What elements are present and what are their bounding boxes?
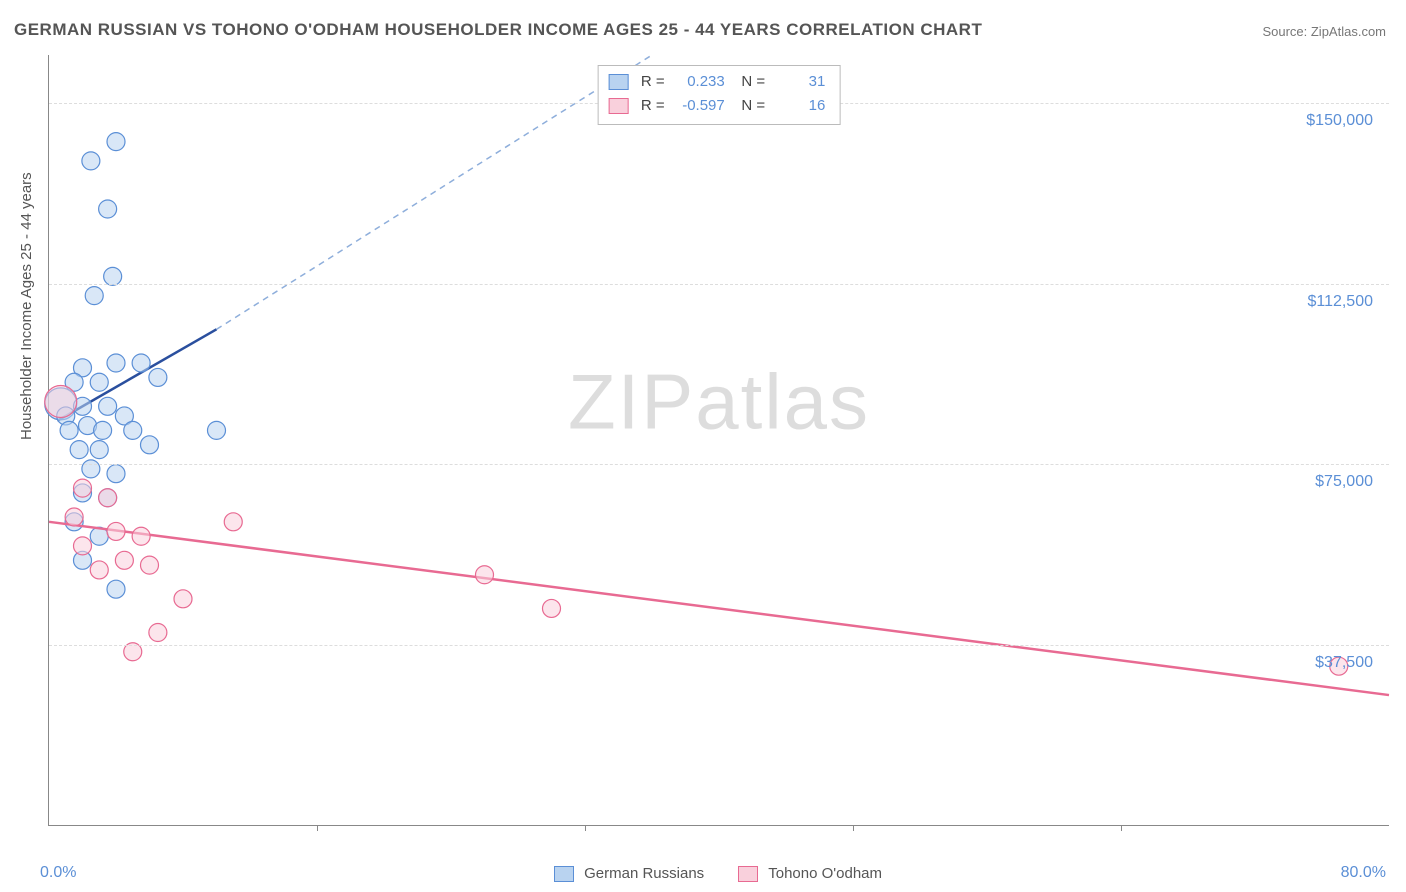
legend-swatch-blue-icon: [554, 866, 574, 882]
data-point: [107, 465, 125, 483]
n-value-tohono: 16: [769, 94, 825, 118]
plot-area: ZIPatlas R = 0.233 N = 31 R = -0.597 N =…: [48, 55, 1389, 826]
data-point: [124, 421, 142, 439]
swatch-blue-icon: [609, 74, 629, 90]
data-point: [99, 200, 117, 218]
y-tick-label: $150,000: [1306, 112, 1373, 130]
data-point: [174, 590, 192, 608]
data-point: [149, 624, 167, 642]
data-point: [149, 368, 167, 386]
x-tick: [317, 825, 318, 831]
source-label: Source: ZipAtlas.com: [1262, 24, 1386, 39]
corr-row-german: R = 0.233 N = 31: [609, 70, 826, 94]
chart-container: GERMAN RUSSIAN VS TOHONO O'ODHAM HOUSEHO…: [0, 0, 1406, 892]
x-tick: [853, 825, 854, 831]
data-point: [208, 421, 226, 439]
data-point: [107, 133, 125, 151]
chart-title: GERMAN RUSSIAN VS TOHONO O'ODHAM HOUSEHO…: [14, 20, 982, 40]
data-point: [82, 460, 100, 478]
data-point: [132, 527, 150, 545]
data-point: [90, 373, 108, 391]
data-point: [94, 421, 112, 439]
data-point: [85, 287, 103, 305]
gridline: [49, 645, 1389, 646]
data-point: [107, 522, 125, 540]
data-point: [107, 580, 125, 598]
correlation-legend: R = 0.233 N = 31 R = -0.597 N = 16: [598, 65, 841, 125]
data-point: [65, 508, 83, 526]
x-tick: [585, 825, 586, 831]
data-point: [107, 354, 125, 372]
data-point: [60, 421, 78, 439]
trend-line: [49, 522, 1389, 695]
data-point: [74, 479, 92, 497]
data-point: [476, 566, 494, 584]
legend-bottom: German Russians Tohono O'odham: [0, 865, 1406, 882]
plot-svg: [49, 55, 1389, 825]
data-point: [90, 441, 108, 459]
gridline: [49, 464, 1389, 465]
data-point: [82, 152, 100, 170]
data-point: [70, 441, 88, 459]
gridline: [49, 284, 1389, 285]
swatch-pink-icon: [609, 98, 629, 114]
y-tick-label: $37,500: [1315, 654, 1373, 672]
y-axis-label: Householder Income Ages 25 - 44 years: [18, 172, 35, 440]
data-point: [141, 436, 159, 454]
data-point: [90, 561, 108, 579]
data-point: [99, 489, 117, 507]
data-point: [543, 599, 561, 617]
avg-marker: [45, 386, 77, 418]
r-value-tohono: -0.597: [669, 94, 725, 118]
legend-swatch-pink-icon: [738, 866, 758, 882]
r-value-german: 0.233: [669, 70, 725, 94]
data-point: [132, 354, 150, 372]
y-tick-label: $112,500: [1307, 293, 1373, 311]
data-point: [99, 397, 117, 415]
legend-label-german: German Russians: [584, 865, 704, 882]
corr-row-tohono: R = -0.597 N = 16: [609, 94, 826, 118]
trend-line-dashed: [217, 55, 653, 329]
y-tick-label: $75,000: [1315, 473, 1373, 491]
legend-label-tohono: Tohono O'odham: [768, 865, 882, 882]
n-value-german: 31: [769, 70, 825, 94]
data-point: [141, 556, 159, 574]
data-point: [74, 537, 92, 555]
x-tick: [1121, 825, 1122, 831]
data-point: [224, 513, 242, 531]
data-point: [115, 551, 133, 569]
